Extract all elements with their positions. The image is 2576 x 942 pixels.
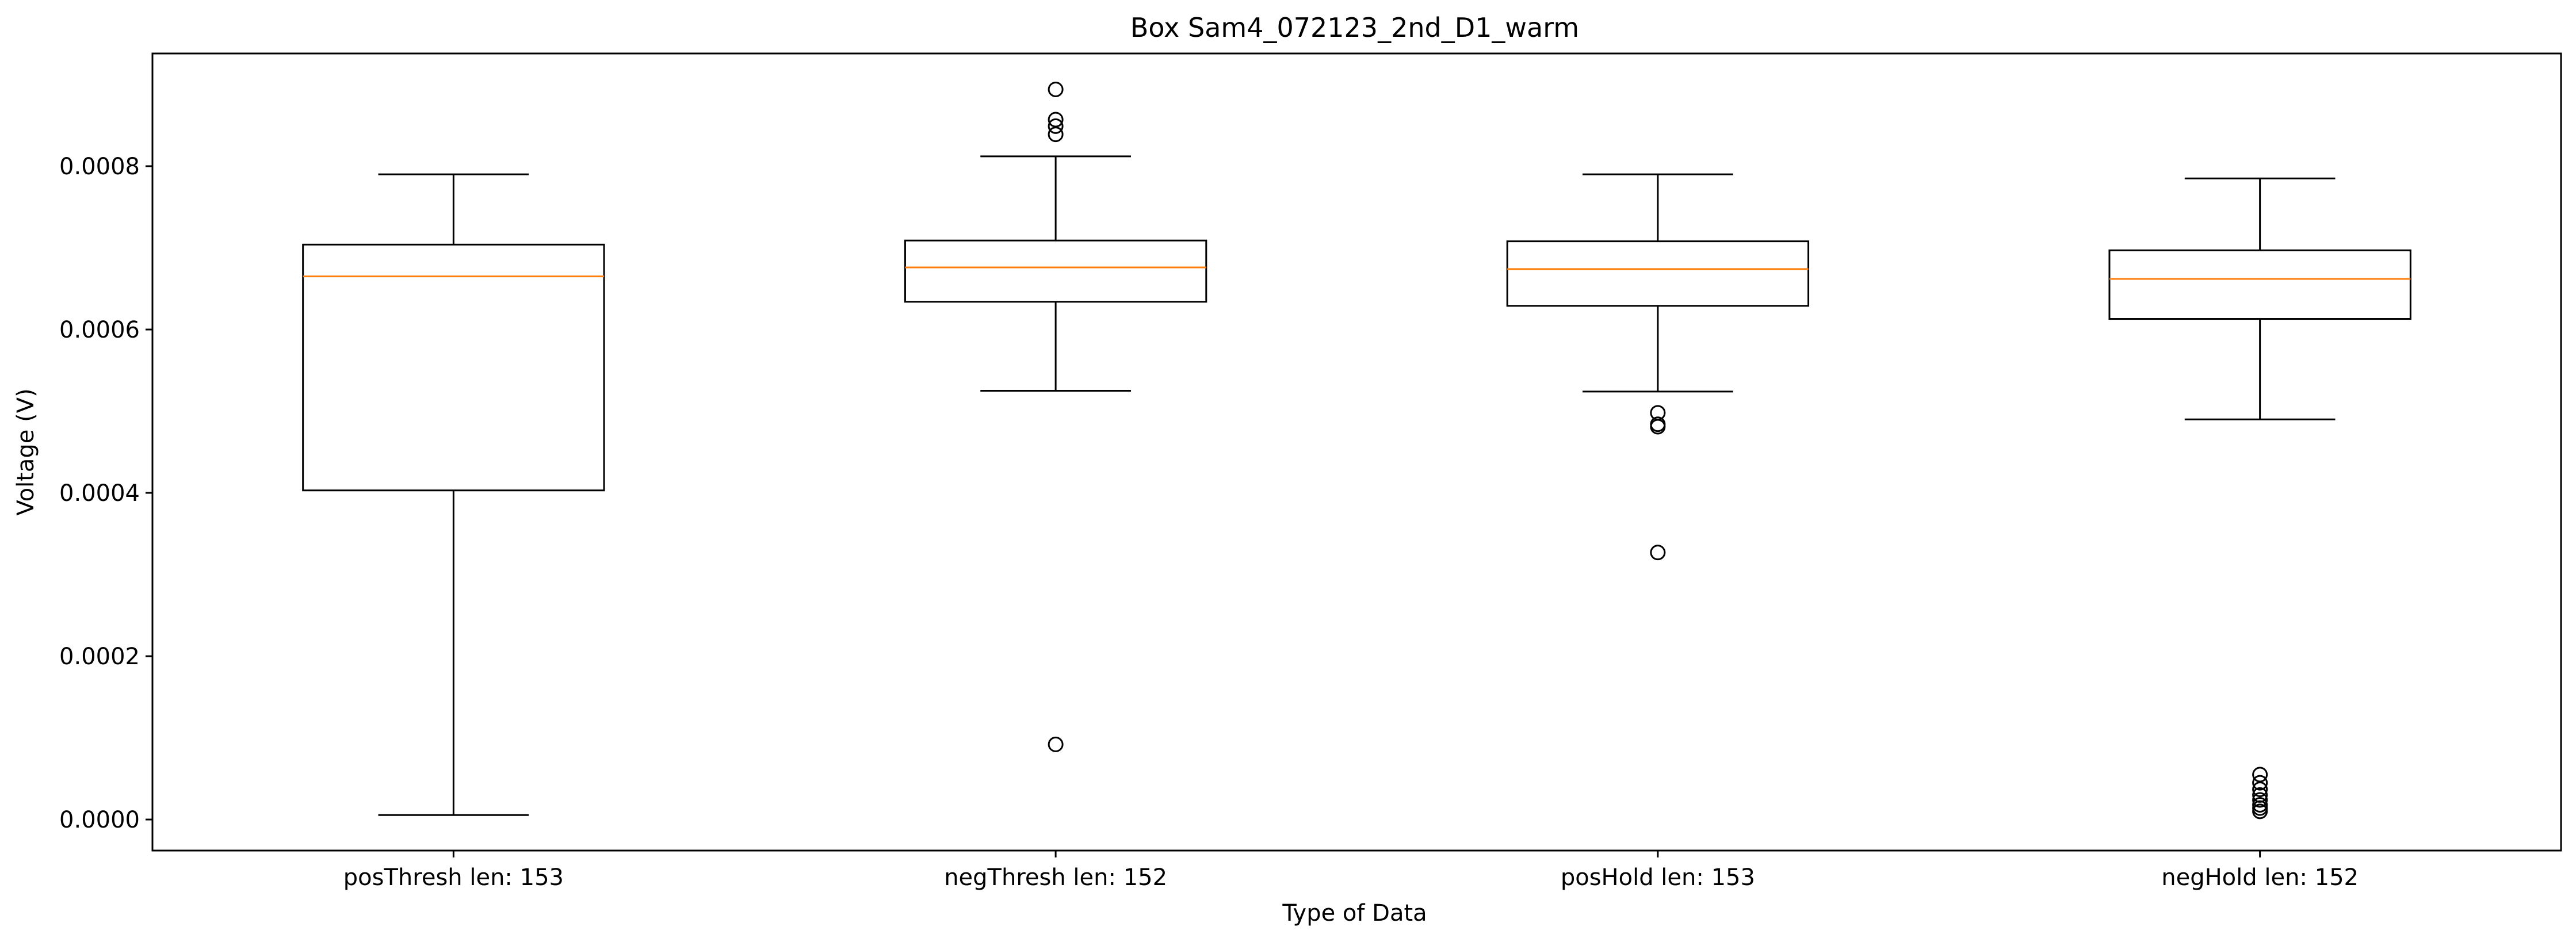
y-tick-label: 0.0004: [59, 480, 140, 507]
y-tick-label: 0.0008: [59, 154, 140, 180]
outlier-point: [2252, 792, 2268, 808]
outlier-point: [1650, 405, 1666, 421]
outlier-point: [1048, 127, 1064, 143]
y-tick-label: 0.0006: [59, 317, 140, 343]
iqr-box: [302, 243, 605, 492]
y-axis: 0.0000 0.0002 0.0004 0.0006 0.0008: [59, 154, 152, 833]
outlier-point: [2252, 781, 2268, 797]
iqr-box: [904, 239, 1207, 303]
outlier-point: [2252, 775, 2268, 791]
y-tick-label: 0.0000: [59, 807, 140, 833]
outlier-point: [1048, 112, 1064, 128]
box-group-1: [904, 81, 1207, 752]
outlier-point: [2252, 800, 2268, 816]
outlier-point: [2252, 797, 2268, 813]
iqr-box: [2108, 249, 2411, 320]
outlier-point: [1650, 416, 1666, 432]
plot-area: [302, 81, 2411, 820]
x-axis-label: Type of Data: [1282, 900, 1427, 926]
outlier-point: [1048, 118, 1064, 134]
x-tick-label: posHold len: 153: [1561, 864, 1755, 891]
box-group-0: [302, 173, 605, 816]
y-axis-label: Voltage (V): [13, 388, 39, 515]
outlier-point: [2252, 787, 2268, 803]
iqr-box: [1506, 240, 1810, 307]
outlier-point: [1650, 545, 1666, 561]
box-group-2: [1506, 173, 1810, 561]
x-tick-label: negHold len: 152: [2161, 864, 2359, 891]
plot-frame: [151, 52, 2562, 852]
x-axis: posThresh len: 153 negThresh len: 152 posH…: [343, 851, 2359, 891]
box-group-3: [2108, 177, 2411, 820]
outlier-point: [1048, 81, 1064, 97]
chart-title: Box Sam4_072123_2nd_D1_warm: [1130, 12, 1579, 43]
outlier-point: [2252, 767, 2268, 783]
outlier-point: [1048, 736, 1064, 752]
x-tick-label: negThresh len: 152: [944, 864, 1167, 891]
y-tick-label: 0.0002: [59, 644, 140, 670]
x-tick-label: posThresh len: 153: [343, 864, 564, 891]
